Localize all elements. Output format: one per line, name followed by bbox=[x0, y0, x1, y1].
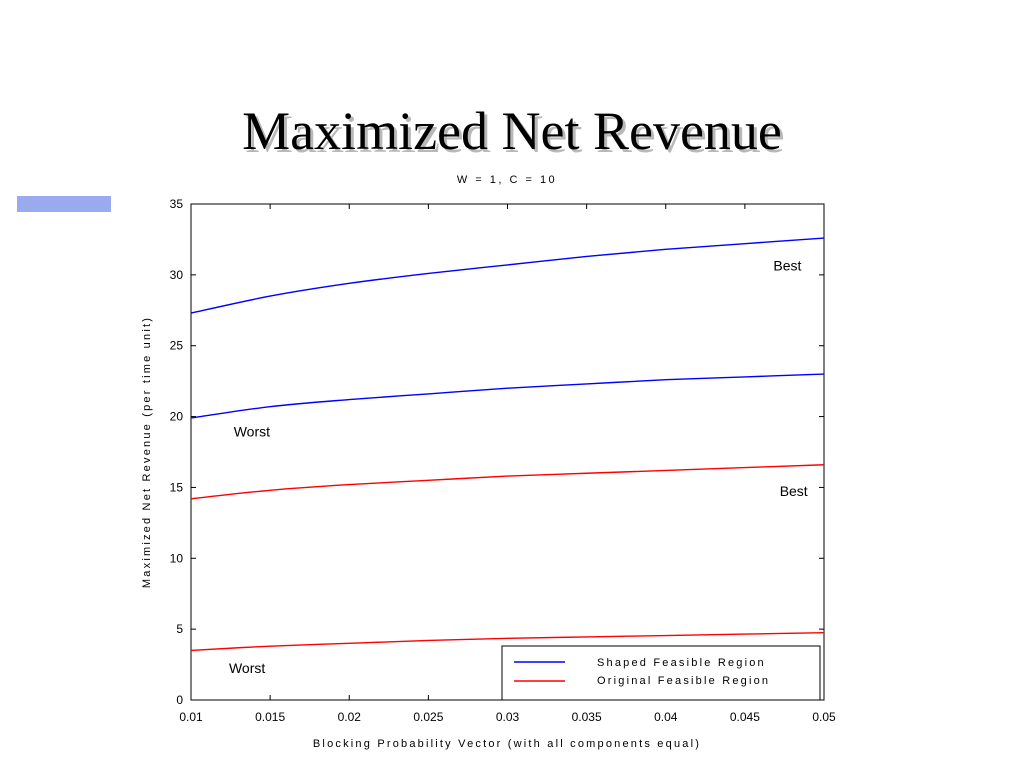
y-tick-label: 5 bbox=[176, 622, 183, 636]
x-tick-label: 0.05 bbox=[812, 710, 836, 724]
x-tick-label: 0.015 bbox=[255, 710, 285, 724]
y-tick-label: 25 bbox=[170, 339, 184, 353]
series-line-original-worst bbox=[190, 631, 825, 652]
annotation-worst: Worst bbox=[234, 423, 270, 439]
y-axis: 0 5 10 15 20 25 30 35 bbox=[170, 197, 824, 707]
x-tick-label: 0.035 bbox=[572, 710, 602, 724]
x-tick-label: 0.03 bbox=[496, 710, 520, 724]
x-axis-label: Blocking Probability Vector (with all co… bbox=[313, 738, 701, 750]
x-tick-label: 0.02 bbox=[338, 710, 362, 724]
series-line-original-best bbox=[190, 464, 825, 500]
annotation-layer: Best Worst Best Worst bbox=[229, 258, 808, 676]
x-tick-label: 0.045 bbox=[730, 710, 760, 724]
plot-frame bbox=[190, 203, 825, 701]
series-layer bbox=[190, 237, 825, 652]
chart-title: W = 1, C = 10 bbox=[457, 174, 557, 186]
x-tick-label: 0.01 bbox=[179, 710, 203, 724]
annotation-worst: Worst bbox=[229, 660, 265, 676]
series-line-shaped-best bbox=[190, 237, 825, 314]
y-tick-label: 20 bbox=[170, 410, 184, 424]
legend-box bbox=[501, 645, 821, 701]
y-tick-label: 35 bbox=[170, 197, 184, 211]
slide-title: Maximized Net Revenue bbox=[242, 101, 782, 161]
y-axis-label: Maximized Net Revenue (per time unit) bbox=[141, 316, 153, 588]
y-tick-label: 10 bbox=[170, 551, 184, 565]
legend-label-shaped: Shaped Feasible Region bbox=[597, 657, 766, 669]
x-tick-label: 0.025 bbox=[413, 710, 443, 724]
annotation-best: Best bbox=[780, 483, 808, 499]
accent-bar bbox=[17, 196, 111, 212]
x-tick-label: 0.04 bbox=[654, 710, 678, 724]
legend-label-original: Original Feasible Region bbox=[597, 675, 770, 687]
y-tick-label: 15 bbox=[170, 480, 184, 494]
x-axis: 0.01 0.015 0.02 0.025 0.03 0.035 0.04 0.045 0.05 bbox=[179, 204, 836, 724]
series-line-shaped-worst bbox=[190, 373, 825, 419]
y-tick-label: 30 bbox=[170, 268, 184, 282]
annotation-best: Best bbox=[773, 258, 801, 274]
y-tick-label: 0 bbox=[176, 693, 183, 707]
legend: Shaped Feasible Region Original Feasible… bbox=[501, 645, 821, 701]
